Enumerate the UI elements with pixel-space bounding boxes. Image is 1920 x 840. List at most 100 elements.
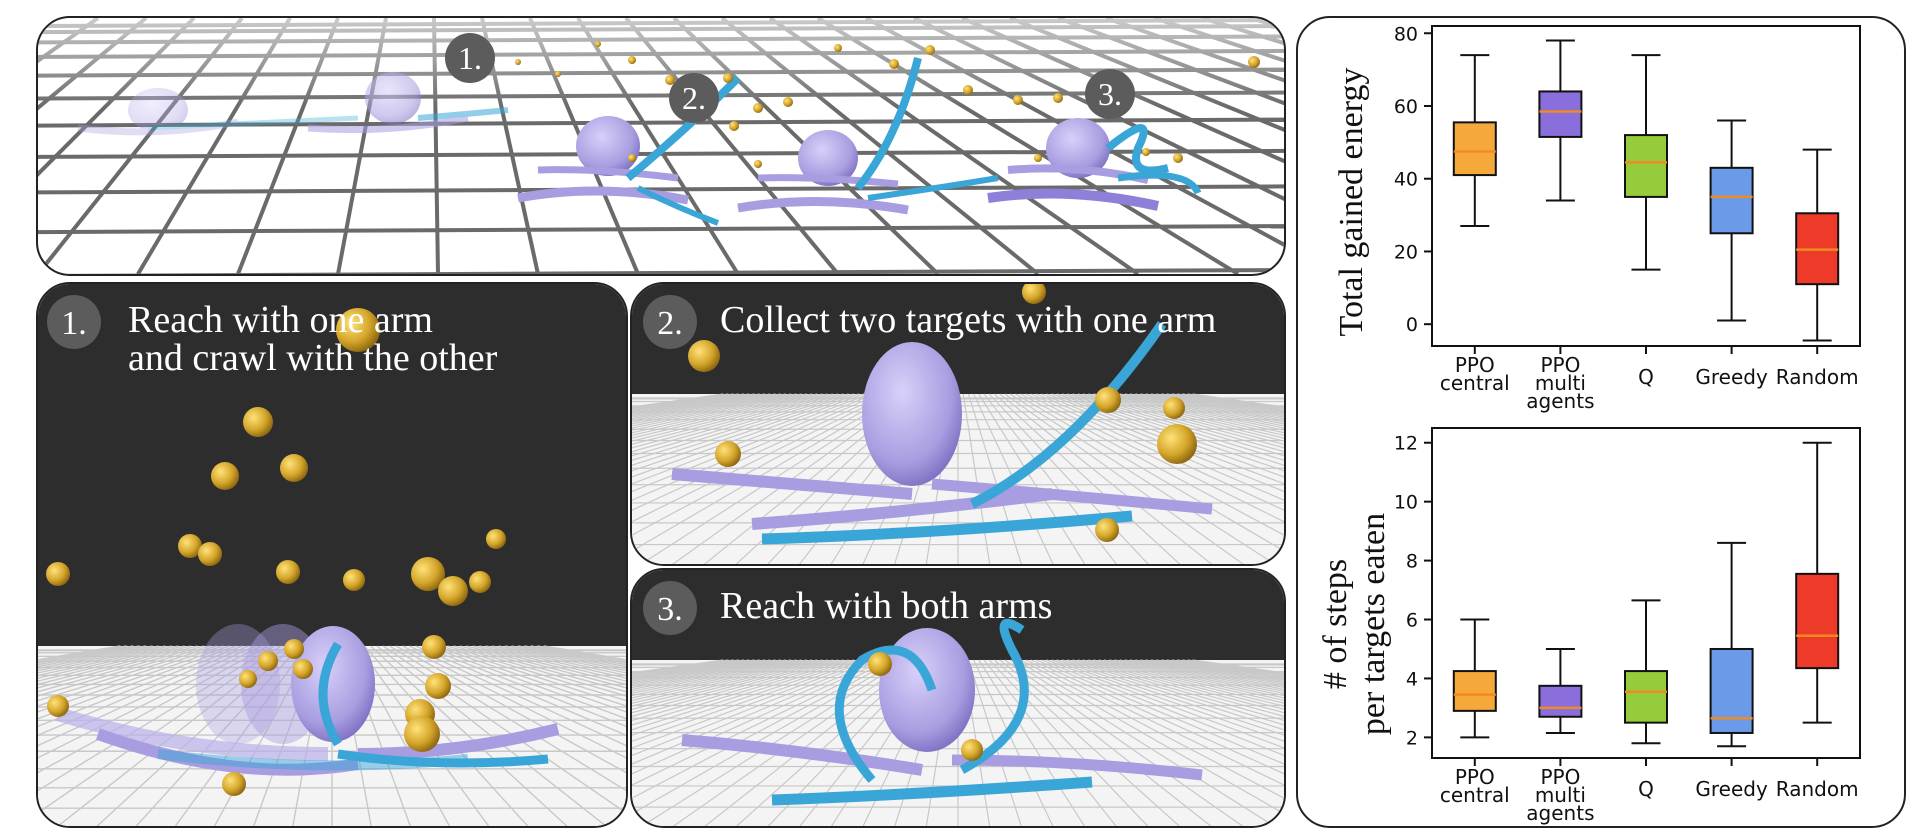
svg-text:3.: 3. bbox=[1098, 76, 1122, 112]
target-sphere bbox=[239, 670, 257, 688]
scene-1-badge: 1. bbox=[47, 295, 101, 349]
category-label: multi bbox=[1535, 371, 1586, 395]
scene-2: 2. Collect two targets with one arm bbox=[632, 284, 1284, 564]
box-iqr bbox=[1624, 670, 1668, 724]
octopus bbox=[987, 118, 1202, 211]
category-label: central bbox=[1440, 783, 1510, 807]
target-sphere bbox=[222, 772, 246, 796]
scene-1-caption-line-2: and crawl with the other bbox=[128, 337, 498, 379]
charts-panel: Total gained energy 0 20 40 60 80 PPO central P… bbox=[1296, 16, 1906, 828]
target-sphere bbox=[258, 651, 278, 671]
y-tick-label: 4 bbox=[1406, 668, 1418, 690]
category-label: Q bbox=[1638, 777, 1654, 801]
category-label: Greedy bbox=[1695, 365, 1768, 389]
box-0 bbox=[1452, 618, 1497, 739]
scene-3-badge: 3. bbox=[643, 581, 697, 635]
y-tick-label: 8 bbox=[1406, 551, 1418, 573]
y-tick-label: 12 bbox=[1394, 433, 1418, 455]
chart-2-ylabel-line-2: per targets eaten bbox=[1355, 513, 1392, 735]
category-label: Q bbox=[1638, 365, 1654, 389]
category-label: PPO bbox=[1540, 765, 1580, 789]
category-label: agents bbox=[1526, 389, 1594, 413]
floor-grid bbox=[632, 659, 1284, 826]
box-4 bbox=[1795, 441, 1840, 724]
marker-2: 2. bbox=[669, 73, 719, 123]
target-sphere bbox=[961, 739, 983, 761]
scene-2-caption: Collect two targets with one arm bbox=[720, 299, 1216, 341]
target-sphere bbox=[336, 308, 380, 352]
target-sphere bbox=[925, 45, 935, 55]
target-sphere bbox=[515, 59, 521, 65]
box-iqr bbox=[1452, 121, 1497, 177]
target-spheres bbox=[868, 652, 983, 761]
target-sphere bbox=[595, 41, 601, 47]
box-2 bbox=[1624, 599, 1668, 745]
target-sphere bbox=[343, 569, 365, 591]
y-tick-label: 80 bbox=[1394, 23, 1418, 45]
target-sphere bbox=[715, 441, 741, 467]
target-sphere bbox=[46, 562, 70, 586]
scene-2-panel: 2. Collect two targets with one arm bbox=[630, 282, 1286, 566]
box-iqr bbox=[1795, 572, 1840, 670]
target-sphere bbox=[1013, 95, 1023, 105]
scene-3-caption: Reach with both arms bbox=[720, 585, 1052, 627]
category-label: PPO bbox=[1540, 353, 1580, 377]
target-sphere bbox=[1157, 424, 1197, 464]
target-sphere bbox=[963, 85, 973, 95]
box-4 bbox=[1795, 148, 1840, 342]
target-sphere bbox=[1095, 387, 1121, 413]
target-sphere bbox=[404, 716, 440, 752]
scene-1: 1. Reach with one arm and crawl with the… bbox=[38, 284, 626, 826]
chart-1-ylabel: Total gained energy bbox=[1333, 68, 1370, 337]
target-sphere bbox=[868, 652, 892, 676]
svg-text:1.: 1. bbox=[458, 40, 482, 76]
target-sphere bbox=[1142, 148, 1150, 156]
top-scene: 1. 2. 3. bbox=[38, 18, 1284, 274]
scene-3: 3. Reach with both arms bbox=[632, 570, 1284, 826]
box-1 bbox=[1538, 39, 1583, 202]
marker-1: 1. bbox=[445, 33, 495, 83]
y-tick-label: 60 bbox=[1394, 96, 1418, 118]
scene-1-caption-line-1: Reach with one arm bbox=[128, 299, 433, 341]
target-sphere bbox=[688, 340, 720, 372]
target-sphere bbox=[486, 529, 506, 549]
box-plots: Total gained energy 020406080PPOcentralP… bbox=[1317, 23, 1861, 825]
target-sphere bbox=[425, 673, 451, 699]
target-sphere bbox=[276, 560, 300, 584]
target-sphere bbox=[280, 454, 308, 482]
octopus bbox=[55, 624, 560, 776]
box-2 bbox=[1624, 54, 1668, 271]
category-label: Random bbox=[1776, 777, 1859, 801]
y-tick-label: 10 bbox=[1394, 492, 1418, 514]
target-sphere bbox=[211, 462, 239, 490]
target-sphere bbox=[628, 56, 636, 64]
target-sphere bbox=[665, 75, 675, 85]
box-iqr bbox=[1538, 90, 1583, 138]
scene-3-panel: 3. Reach with both arms bbox=[630, 568, 1286, 828]
target-sphere bbox=[555, 71, 561, 77]
category-label: Random bbox=[1776, 365, 1859, 389]
scene-2-badge: 2. bbox=[643, 295, 697, 349]
target-sphere bbox=[754, 160, 762, 168]
y-tick-label: 40 bbox=[1394, 169, 1418, 191]
target-sphere bbox=[729, 121, 739, 131]
target-sphere bbox=[1034, 154, 1042, 162]
box-iqr bbox=[1709, 166, 1754, 235]
target-sphere bbox=[1022, 284, 1046, 304]
target-spheres bbox=[515, 41, 1260, 168]
target-sphere bbox=[628, 154, 636, 162]
target-sphere bbox=[422, 635, 446, 659]
top-panel: 1. 2. 3. bbox=[36, 16, 1286, 276]
octopus bbox=[681, 618, 1203, 806]
y-tick-label: 2 bbox=[1406, 727, 1418, 749]
box-3 bbox=[1709, 119, 1754, 322]
category-label: Greedy bbox=[1695, 777, 1768, 801]
target-sphere bbox=[293, 659, 313, 679]
svg-text:1.: 1. bbox=[61, 305, 87, 342]
svg-text:2.: 2. bbox=[657, 305, 683, 342]
box-iqr bbox=[1709, 647, 1754, 734]
y-tick-label: 20 bbox=[1394, 241, 1418, 263]
chart-1: Total gained energy 020406080PPOcentralP… bbox=[1333, 23, 1861, 413]
box-iqr bbox=[1538, 684, 1583, 718]
